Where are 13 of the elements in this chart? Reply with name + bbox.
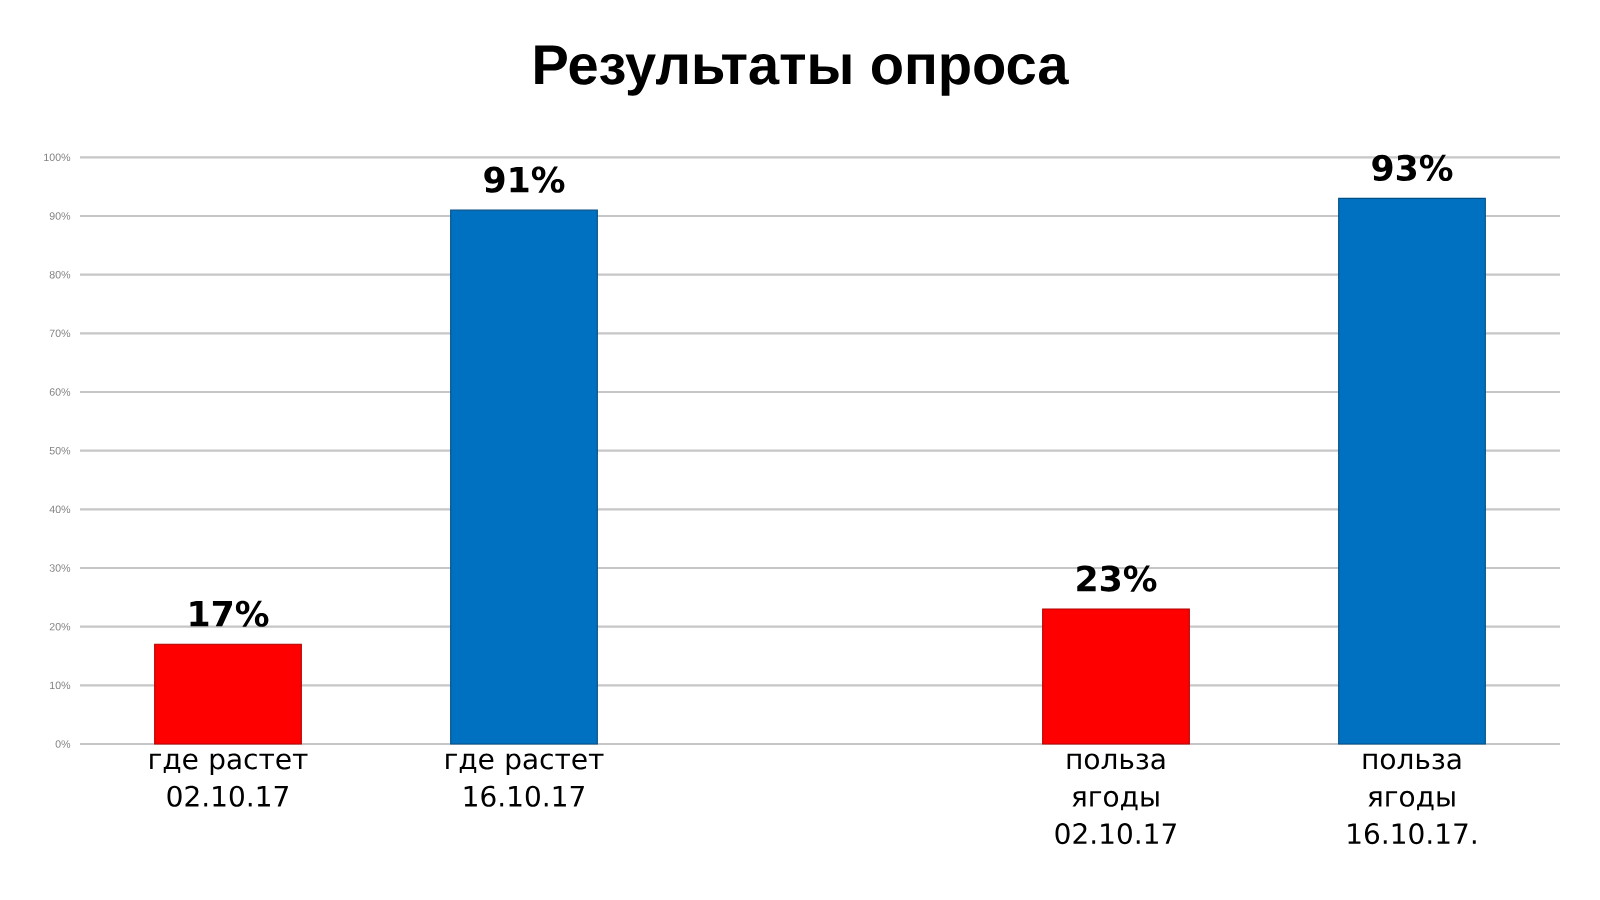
data-label: 17% xyxy=(190,600,269,627)
bar xyxy=(1338,197,1486,745)
x-tick-label: где растет 16.10.17 xyxy=(446,753,604,807)
data-label: 93% xyxy=(1372,154,1453,181)
x-tick-label: польза ягоды 02.10.17 xyxy=(1055,753,1176,845)
bar xyxy=(450,209,598,745)
bar xyxy=(1042,608,1190,745)
chart-title: Результаты опроса xyxy=(535,45,1069,96)
x-tick-label: где растет 02.10.17 xyxy=(150,753,308,807)
x-tick-label: польза ягоды 16.10.17. xyxy=(1348,753,1476,845)
data-label: 23% xyxy=(1077,565,1157,592)
bar xyxy=(154,643,302,745)
data-label: 91% xyxy=(484,166,565,193)
